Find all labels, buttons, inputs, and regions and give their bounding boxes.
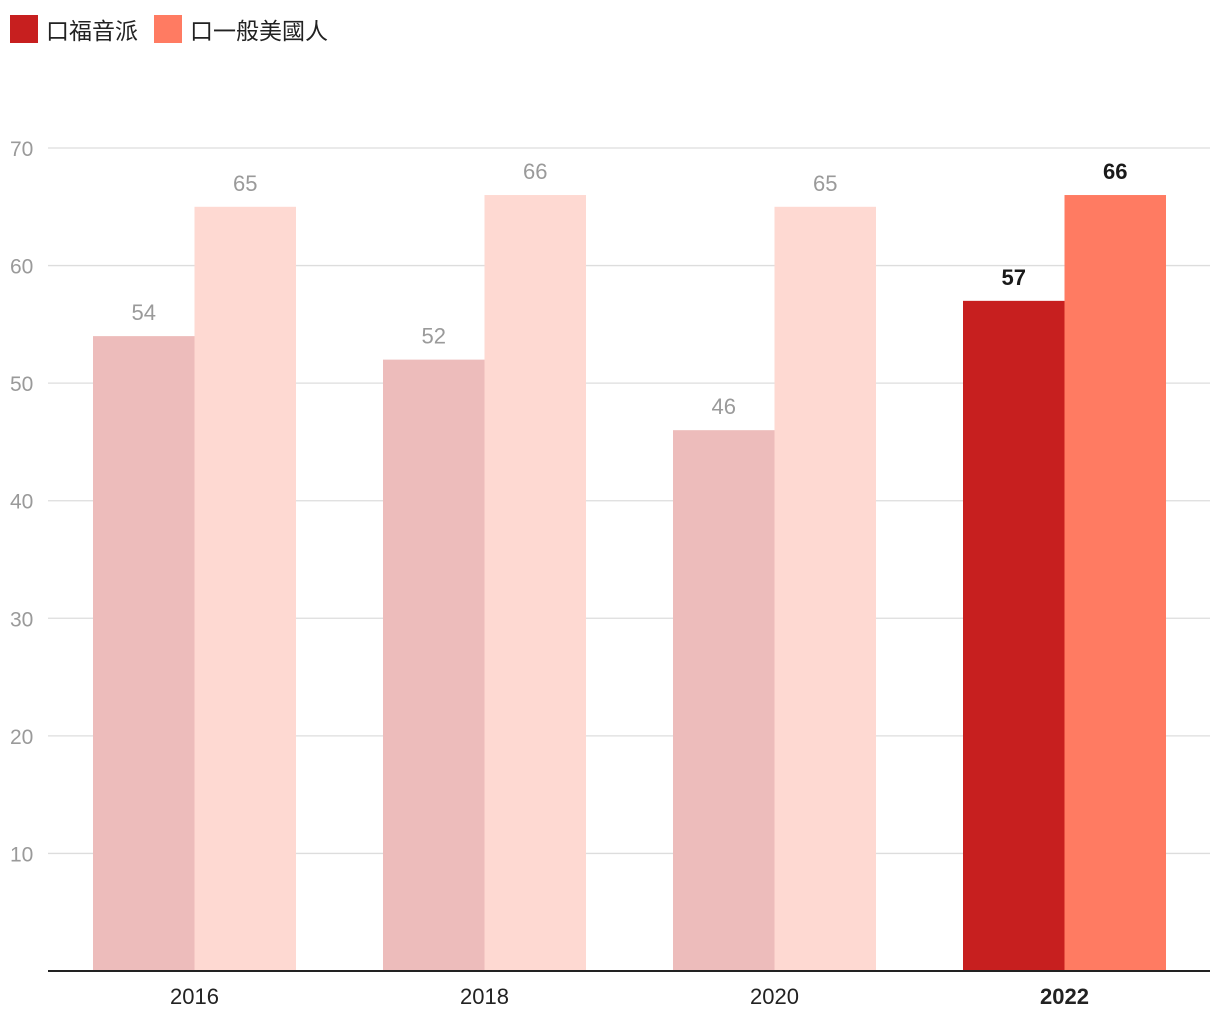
legend-swatch-evangelical bbox=[10, 15, 38, 43]
bar-2020-series-0 bbox=[673, 430, 775, 972]
y-tick-label-20: 20 bbox=[10, 726, 33, 749]
legend-item-evangelical: 口福音派 bbox=[10, 12, 138, 46]
value-label-2020-series-0: 46 bbox=[712, 394, 736, 419]
bar-2022-series-0 bbox=[963, 300, 1065, 971]
value-label-2016-series-1: 65 bbox=[233, 171, 257, 196]
y-axis-ticks: 10 20 30 40 50 60 70 bbox=[10, 138, 33, 866]
value-label-2020-series-1: 65 bbox=[813, 171, 837, 196]
bar-2016-series-0 bbox=[93, 336, 195, 972]
value-label-2022-series-1: 66 bbox=[1103, 159, 1127, 184]
bar-2022-series-1 bbox=[1064, 195, 1166, 971]
y-tick-label-50: 50 bbox=[10, 373, 33, 396]
value-label-2022-series-0: 57 bbox=[1002, 265, 1026, 290]
legend-label-general-public: 口一般美國人 bbox=[190, 19, 328, 45]
x-tick-label-2022: 2022 bbox=[1040, 984, 1089, 1009]
value-label-2018-series-1: 66 bbox=[523, 159, 547, 184]
bar-2020-series-1 bbox=[774, 206, 876, 972]
value-labels: 54 65 52 66 46 65 57 66 bbox=[132, 159, 1128, 419]
value-label-2018-series-0: 52 bbox=[422, 324, 446, 349]
x-tick-label-2020: 2020 bbox=[750, 984, 799, 1009]
legend-item-general-public: 口一般美國人 bbox=[154, 12, 328, 46]
y-tick-label-30: 30 bbox=[10, 608, 33, 631]
x-axis-labels: 2016 2018 2020 2022 bbox=[170, 984, 1089, 1009]
bars bbox=[93, 195, 1166, 972]
legend-label-evangelical: 口福音派 bbox=[46, 19, 138, 45]
bar-2018-series-1 bbox=[484, 195, 586, 971]
x-tick-label-2016: 2016 bbox=[170, 984, 219, 1009]
y-tick-label-60: 60 bbox=[10, 256, 33, 279]
x-tick-label-2018: 2018 bbox=[460, 984, 509, 1009]
y-tick-label-10: 10 bbox=[10, 843, 33, 866]
value-label-2016-series-0: 54 bbox=[132, 300, 156, 325]
bar-2016-series-1 bbox=[194, 206, 296, 972]
legend-swatch-general-public bbox=[154, 15, 182, 43]
chart-legend: 口福音派 口一般美國人 bbox=[10, 12, 344, 46]
y-tick-label-70: 70 bbox=[10, 138, 33, 161]
bar-2018-series-0 bbox=[383, 359, 485, 972]
y-tick-label-40: 40 bbox=[10, 491, 33, 514]
